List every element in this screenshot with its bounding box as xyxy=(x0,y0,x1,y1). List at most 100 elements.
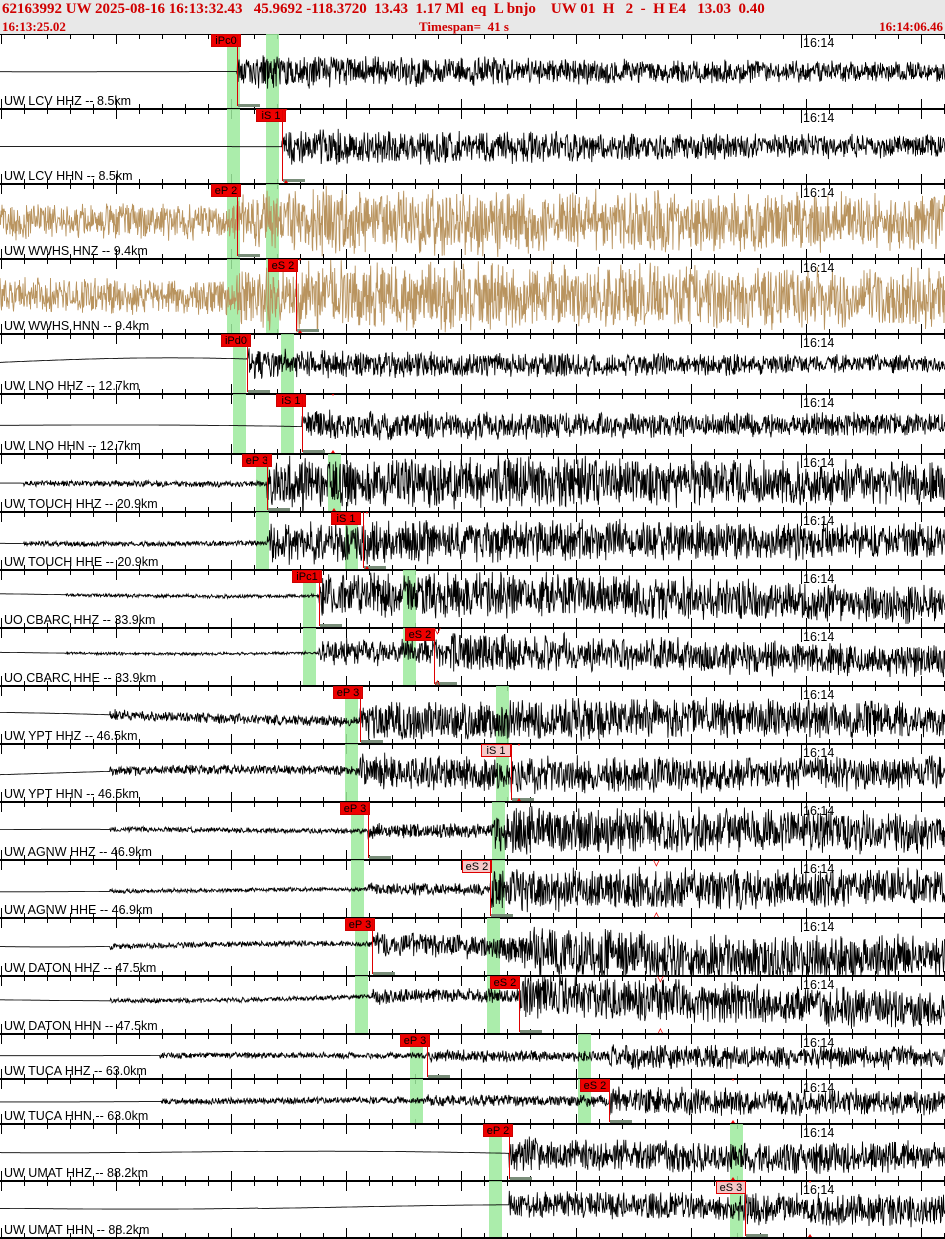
phase-pick-label[interactable]: iPc0 xyxy=(211,34,241,47)
trace-row[interactable]: eP 3 16:14 UW AGNW HHZ -- 46.9km xyxy=(0,802,945,860)
trace-row[interactable]: eP 2 16:14 UW WWHS HNZ -- 9.4km xyxy=(0,184,945,259)
trace-row[interactable]: iS 1 16:14 UW LCV HHN -- 8.5km xyxy=(0,109,945,184)
station-channel-label[interactable]: UW YPT HHN -- 46.5km xyxy=(4,787,139,801)
phase-pick-label[interactable]: eP 2 xyxy=(211,184,241,197)
trace-row[interactable]: eP 3 16:14 UW DATON HHZ -- 47.5km xyxy=(0,918,945,976)
phase-pick-marker-line[interactable] xyxy=(363,512,364,568)
phase-pick-label[interactable]: iPc1 xyxy=(292,570,322,583)
trace-row[interactable]: eS 2 ▽ △ 16:14 UW AGNW HHE -- 46.9km xyxy=(0,860,945,918)
trace-row[interactable]: eS 2 ▽ △ 16:14 UO CBARC HHE -- 33.9km xyxy=(0,628,945,686)
phase-pick-marker-line[interactable] xyxy=(509,1124,510,1179)
trace-row[interactable]: eP 3 16:14 UW YPT HHZ -- 46.5km xyxy=(0,686,945,744)
time-tick xyxy=(116,1228,117,1238)
time-tick xyxy=(208,1124,209,1129)
station-channel-label[interactable]: UW TUCA HHZ -- 63.0km xyxy=(4,1064,147,1078)
phase-pick-label[interactable]: eS 2 xyxy=(405,628,435,641)
time-tick xyxy=(162,507,163,512)
phase-pick-marker-line[interactable] xyxy=(427,1034,428,1077)
phase-pick-marker-line[interactable] xyxy=(368,802,369,858)
station-channel-label[interactable]: UW LNO HHN -- 12.7km xyxy=(4,439,141,453)
phase-pick-marker-line[interactable] xyxy=(745,1181,746,1236)
time-tick xyxy=(829,623,830,628)
phase-pick-marker-line[interactable] xyxy=(360,686,361,742)
phase-pick-label[interactable]: eP 3 xyxy=(345,918,375,931)
trace-row[interactable]: eP 3 16:14 UW TOUCH HHZ -- 20.9km xyxy=(0,454,945,512)
phase-pick-marker-line[interactable] xyxy=(247,334,248,392)
phase-pick-label[interactable]: eS 2 xyxy=(268,259,298,272)
phase-pick-label[interactable]: iPd0 xyxy=(221,334,251,347)
phase-pick-marker-line[interactable] xyxy=(609,1079,610,1122)
phase-pick-label[interactable]: eP 3 xyxy=(242,454,272,467)
time-tick xyxy=(116,249,117,259)
time-tick xyxy=(806,109,807,119)
phase-pick-marker-line[interactable] xyxy=(372,918,373,974)
phase-pick-marker-line[interactable] xyxy=(302,394,303,452)
station-channel-label[interactable]: UW DATON HHZ -- 47.5km xyxy=(4,961,157,975)
time-tick-label: 16:14 xyxy=(803,456,835,470)
station-channel-label[interactable]: UW AGNW HHE -- 46.9km xyxy=(4,903,153,917)
time-tick xyxy=(461,908,462,918)
station-channel-label[interactable]: UW WWHS HNN -- 9.4km xyxy=(4,319,150,333)
phase-pick-label[interactable]: iS 1 xyxy=(276,394,306,407)
trace-row[interactable]: iS 1 16:14 UW YPT HHN -- 46.5km xyxy=(0,744,945,802)
trace-row[interactable]: iS 1 16:14 UW TOUCH HHE -- 20.9km xyxy=(0,512,945,570)
phase-pick-label[interactable]: eP 3 xyxy=(400,1034,430,1047)
station-channel-label[interactable]: UW LCV HHN -- 8.5km xyxy=(4,169,133,183)
phase-pick-label[interactable]: eS 2 xyxy=(580,1079,610,1092)
phase-pick-marker-line[interactable] xyxy=(237,184,238,256)
station-channel-label[interactable]: UW TUCA HHN -- 63.0km xyxy=(4,1109,149,1123)
trace-row[interactable]: iPd0 16:14 UW LNO HHZ -- 12.7km xyxy=(0,334,945,394)
station-channel-label[interactable]: UW WWHS HNZ -- 9.4km xyxy=(4,244,148,258)
time-tick xyxy=(691,802,692,812)
trace-row[interactable]: eS 2 16:14 UW WWHS HNN -- 9.4km xyxy=(0,259,945,334)
trace-row[interactable]: iPc0 16:14 UW LCV HHZ -- 8.5km xyxy=(0,34,945,109)
station-channel-label[interactable]: UW AGNW HHZ -- 46.9km xyxy=(4,845,152,859)
phase-pick-label[interactable]: eP 3 xyxy=(340,802,370,815)
phase-pick-marker-line[interactable] xyxy=(296,259,297,331)
phase-pick-label[interactable]: iS 1 xyxy=(256,109,286,122)
station-channel-label[interactable]: UW LCV HHZ -- 8.5km xyxy=(4,94,132,108)
phase-pick-label[interactable]: eS 3 xyxy=(716,1181,746,1194)
trace-row[interactable]: iPc1 16:14 UO CBARC HHZ -- 33.9km xyxy=(0,570,945,628)
time-tick xyxy=(346,174,347,184)
station-channel-label[interactable]: UO CBARC HHE -- 33.9km xyxy=(4,671,157,685)
station-channel-label[interactable]: UW UMAT HHZ -- 88.2km xyxy=(4,1166,148,1180)
phase-pick-marker-line[interactable] xyxy=(511,744,512,800)
phase-window-band xyxy=(256,512,269,570)
station-channel-label[interactable]: UO CBARC HHZ -- 33.9km xyxy=(4,613,156,627)
station-channel-label[interactable]: UW TOUCH HHE -- 20.9km xyxy=(4,555,159,569)
station-channel-label[interactable]: UW LNO HHZ -- 12.7km xyxy=(4,379,140,393)
time-tick xyxy=(760,1119,761,1124)
phase-pick-marker-line[interactable] xyxy=(237,34,238,106)
phase-pick-marker-line[interactable] xyxy=(267,454,268,510)
time-tick xyxy=(323,1119,324,1124)
trace-row[interactable]: iS 1 16:14 UW LNO HHN -- 12.7km xyxy=(0,394,945,454)
phase-pick-marker-line[interactable] xyxy=(282,109,283,181)
phase-pick-marker-line[interactable] xyxy=(319,570,320,626)
phase-pick-label[interactable]: iS 1 xyxy=(331,512,361,525)
trace-row[interactable]: eP 2 16:14 UW UMAT HHZ -- 88.2km xyxy=(0,1124,945,1181)
trace-row[interactable]: eP 3 16:14 UW TUCA HHZ -- 63.0km xyxy=(0,1034,945,1079)
station-channel-label[interactable]: UW DATON HHN -- 47.5km xyxy=(4,1019,158,1033)
phase-pick-label[interactable]: eS 2 xyxy=(490,976,520,989)
time-tick xyxy=(415,913,416,918)
phase-pick-label[interactable]: eS 2 xyxy=(462,860,492,873)
phase-pick-marker-line[interactable] xyxy=(490,860,491,916)
seismogram-panel[interactable]: iPc0 16:14 UW LCV HHZ -- 8.5km iS 1 16:14 UW … xyxy=(0,34,945,1239)
trace-row[interactable]: eS 2 ▽ △ 16:14 UW DATON HHN -- 47.5km xyxy=(0,976,945,1034)
time-tick xyxy=(461,918,462,928)
phase-pick-label[interactable]: eP 3 xyxy=(333,686,363,699)
time-tick xyxy=(254,184,255,189)
time-tick xyxy=(898,570,899,575)
time-tick xyxy=(185,1124,186,1129)
phase-pick-label[interactable]: eP 2 xyxy=(483,1124,513,1137)
trace-row[interactable]: eS 3 16:14 UW UMAT HHN -- 88.2km xyxy=(0,1181,945,1238)
time-tick xyxy=(852,797,853,802)
station-channel-label[interactable]: UW YPT HHZ -- 46.5km xyxy=(4,729,138,743)
phase-pick-marker-line[interactable] xyxy=(434,628,435,684)
station-channel-label[interactable]: UW TOUCH HHZ -- 20.9km xyxy=(4,497,158,511)
phase-pick-label[interactable]: iS 1 xyxy=(481,744,511,757)
station-channel-label[interactable]: UW UMAT HHN -- 88.2km xyxy=(4,1223,150,1237)
phase-pick-marker-line[interactable] xyxy=(519,976,520,1032)
trace-row[interactable]: eS 2 16:14 UW TUCA HHN -- 63.0km xyxy=(0,1079,945,1124)
